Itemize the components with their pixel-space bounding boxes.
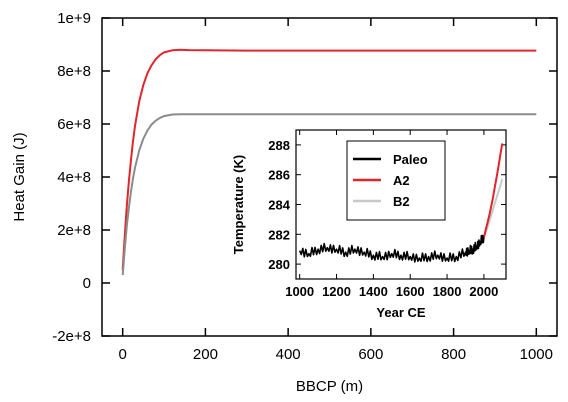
main-y-tick-label: 4e+8: [57, 169, 91, 186]
main-x-tick-label: 1000: [520, 346, 553, 363]
inset-y-tick-label: 282: [268, 227, 290, 242]
legend-label-paleo: Paleo: [393, 152, 428, 167]
main-x-tick-label: 600: [358, 346, 383, 363]
main-series-line-1: [121, 48, 537, 270]
main-x-tick-label: 800: [441, 346, 466, 363]
inset-x-tick-label: 1400: [359, 284, 388, 299]
main-y-tick-label: 8e+8: [57, 63, 91, 80]
main-y-tick-label: 0: [83, 275, 91, 292]
inset-x-tick-label: 2000: [469, 284, 498, 299]
inset-plot: 1000 1200 1400 1600 1800 2000 280 282 284 286 288 Y…: [231, 129, 507, 320]
main-x-tick-label: 400: [276, 346, 301, 363]
inset-y-tick-label: 286: [268, 168, 290, 183]
main-plot: 0 200 400 600 800 1000 -2e+8 0 2e+8 4e+8 6e+8 8e+8 1…: [11, 10, 558, 395]
inset-y-tick-label: 284: [268, 198, 290, 213]
main-series-line-2: [121, 113, 537, 276]
main-x-tick-label: 0: [119, 346, 127, 363]
main-x-axis-label: BBCP (m): [296, 378, 363, 395]
main-y-axis-label: Heat Gain (J): [11, 132, 28, 221]
inset-series-line-a2: [482, 143, 504, 238]
inset-y-tick-label: 288: [268, 138, 290, 153]
main-y-tick-label: 6e+8: [57, 116, 91, 133]
main-y-tick-label: -2e+8: [52, 328, 91, 345]
main-y-tick-label: 1e+9: [57, 10, 91, 27]
inset-x-tick-label: 1800: [433, 284, 462, 299]
inset-y-axis-label: Temperature (K): [231, 155, 246, 254]
inset-x-axis-label: Year CE: [376, 305, 425, 320]
inset-x-tick-label: 1000: [285, 284, 314, 299]
inset-x-tick-label: 1200: [322, 284, 351, 299]
main-x-tick-label: 200: [193, 346, 218, 363]
inset-series-line-paleo: [298, 234, 485, 263]
inset-y-tick-label: 280: [268, 257, 290, 272]
legend-label-b2: B2: [393, 194, 410, 209]
main-y-tick-label: 2e+8: [57, 222, 91, 239]
legend-label-a2: A2: [393, 173, 410, 188]
inset-x-tick-label: 1600: [396, 284, 425, 299]
